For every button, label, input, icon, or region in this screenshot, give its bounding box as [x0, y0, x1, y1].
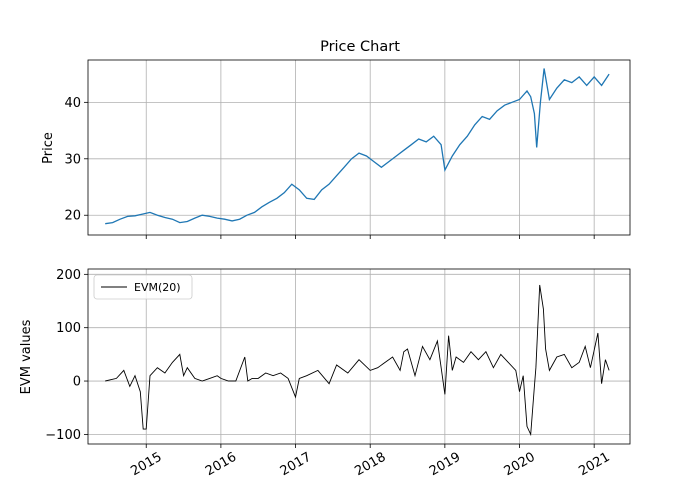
y-tick-label: 20 — [64, 209, 81, 224]
legend-box — [93, 274, 193, 300]
evm-y-axis-label: EVM values — [19, 319, 34, 394]
y-tick-label: 30 — [64, 152, 81, 167]
price-y-axis-label: Price — [41, 132, 56, 164]
price-grid — [88, 60, 630, 235]
price-axes-frame — [87, 59, 631, 236]
price-x-tickmarks — [145, 235, 595, 239]
price-y-ticks: 20 30 40 — [64, 96, 88, 224]
legend: EVM(20) — [93, 274, 193, 300]
y-tick-label: 40 — [64, 96, 81, 111]
chart-title: Price Chart — [320, 39, 400, 55]
evm-axes-frame — [87, 268, 631, 445]
y-tick-label: −100 — [45, 428, 81, 443]
legend-entry-evm: EVM(20) — [134, 281, 181, 294]
y-tick-label: 0 — [73, 375, 81, 390]
y-tick-label: 100 — [56, 321, 81, 336]
price-chart-panel: Price Chart 20 30 40 Price — [41, 39, 631, 239]
y-tick-label: 200 — [56, 268, 81, 283]
evm-grid — [88, 269, 630, 444]
evm-series-line — [105, 284, 610, 437]
evm-y-ticks: −100 0 100 200 — [45, 268, 88, 443]
price-series-line — [105, 68, 610, 225]
